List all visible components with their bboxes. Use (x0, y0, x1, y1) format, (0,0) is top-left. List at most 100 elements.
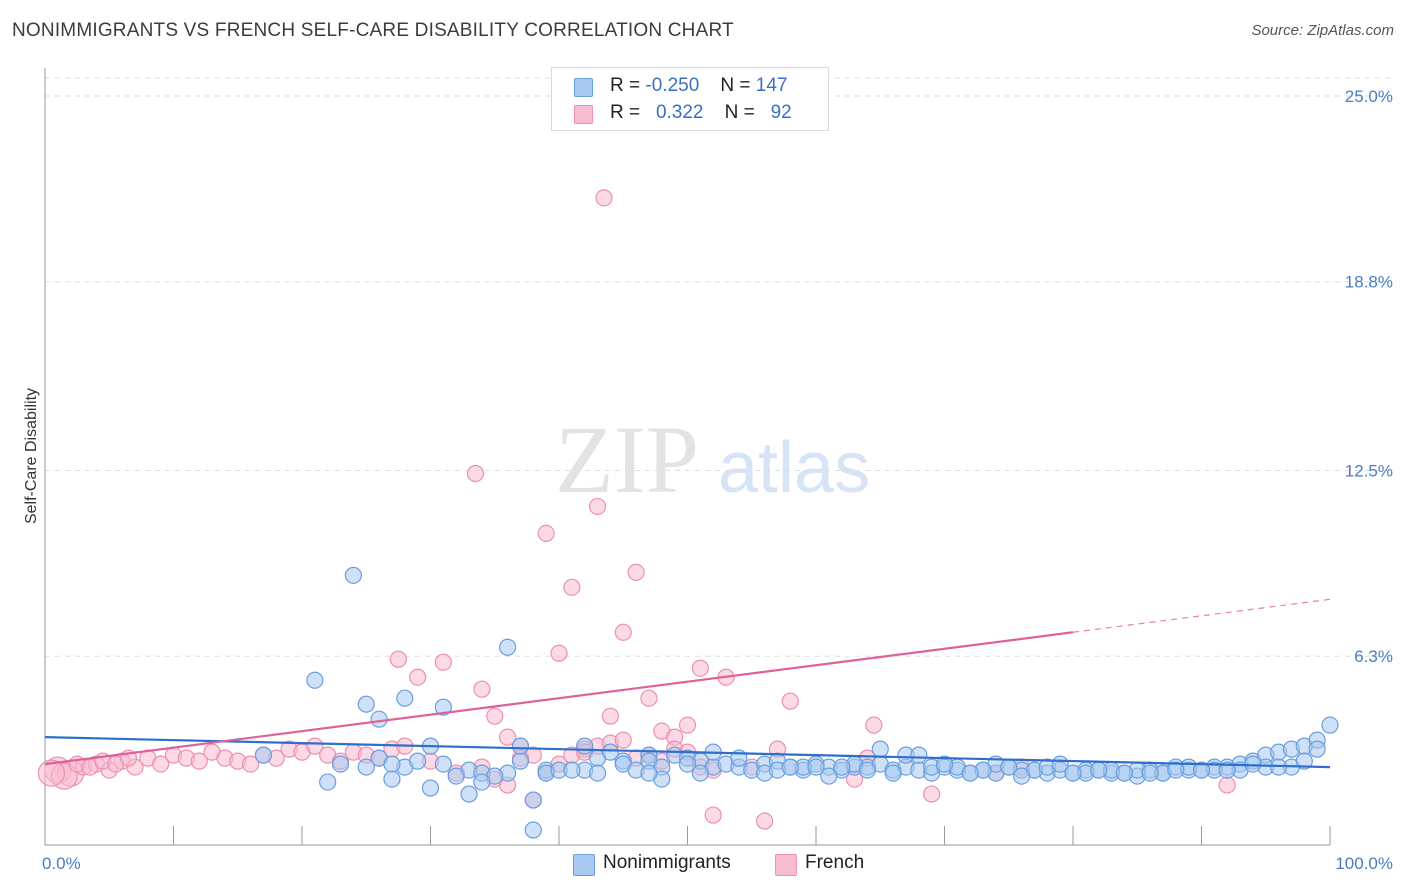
point-nonimmigrants (640, 764, 658, 782)
point-nonimmigrants (524, 821, 542, 839)
watermark: ZIP atlas (555, 406, 870, 513)
point-nonimmigrants (383, 770, 401, 788)
point-french (563, 578, 581, 596)
point-french (614, 731, 632, 749)
x-tick-labels: 0.0% 100.0% (42, 854, 1393, 873)
point-nonimmigrants (331, 755, 350, 773)
legend-swatch-nonimmigrants (574, 78, 593, 97)
y-tick-label: 12.5% (1345, 461, 1393, 480)
point-nonimmigrants (678, 755, 697, 773)
point-nonimmigrants (1295, 752, 1313, 770)
point-nonimmigrants (524, 791, 542, 809)
point-nonimmigrants (563, 761, 581, 779)
trend-line-nonimmigrants (44, 736, 1331, 769)
point-nonimmigrants (1167, 761, 1185, 779)
point-nonimmigrants (1192, 761, 1211, 779)
point-french (588, 497, 607, 516)
point-nonimmigrants (434, 698, 452, 716)
point-french (755, 812, 774, 830)
legend-bottom-swatch-nonimmigrants (573, 854, 595, 876)
trend-line-french (44, 631, 1074, 766)
point-french (781, 692, 799, 710)
point-nonimmigrants (460, 785, 478, 803)
point-french (640, 689, 658, 707)
axes (44, 68, 1331, 846)
point-french (865, 716, 883, 734)
point-nonimmigrants (588, 764, 607, 782)
point-nonimmigrants (511, 737, 530, 755)
point-french (152, 755, 170, 773)
point-nonimmigrants (396, 689, 414, 707)
point-nonimmigrants (1090, 761, 1108, 779)
point-nonimmigrants (1012, 767, 1031, 785)
y-axis-title: Self-Care Disability (23, 388, 40, 524)
x-tick-label: 100.0% (1335, 854, 1393, 873)
point-nonimmigrants (473, 773, 491, 791)
point-nonimmigrants (1064, 764, 1082, 782)
point-nonimmigrants (833, 758, 851, 776)
legend-bottom-swatch-french (775, 854, 797, 876)
watermark-zip: ZIP (555, 406, 699, 513)
y-tick-label: 6.3% (1354, 647, 1393, 666)
grid-lines (45, 77, 1392, 657)
point-french (601, 707, 620, 725)
series-nonimmigrants (254, 566, 1339, 839)
point-nonimmigrants (1051, 755, 1069, 773)
watermark-atlas: atlas (718, 428, 870, 508)
point-french (691, 659, 709, 677)
point-nonimmigrants (601, 743, 620, 761)
point-nonimmigrants (691, 764, 709, 782)
point-nonimmigrants (858, 761, 877, 779)
point-french (486, 707, 504, 725)
point-french (678, 716, 697, 734)
point-nonimmigrants (409, 752, 427, 770)
point-french (627, 563, 645, 581)
point-nonimmigrants (434, 755, 452, 773)
point-nonimmigrants (576, 737, 594, 755)
x-tick-label: 0.0% (42, 854, 81, 873)
point-nonimmigrants (306, 671, 324, 689)
point-nonimmigrants (1218, 761, 1236, 779)
point-french (550, 644, 568, 662)
point-french (242, 755, 260, 773)
trend-line-french-extension (1072, 598, 1331, 633)
chart-source: Source: ZipAtlas.com (1251, 22, 1394, 39)
legend-text-nonimmigrants: R = -0.250 N = 147 (610, 75, 788, 96)
y-tick-label: 18.8% (1345, 273, 1393, 292)
point-nonimmigrants (357, 695, 375, 713)
point-french (923, 785, 941, 803)
chart-title: NONIMMIGRANTS VS FRENCH SELF-CARE DISABI… (12, 20, 734, 41)
point-french (409, 668, 427, 686)
point-nonimmigrants (357, 758, 375, 776)
point-nonimmigrants (447, 767, 465, 785)
point-french (704, 806, 722, 824)
point-nonimmigrants (254, 746, 273, 764)
point-french (434, 653, 452, 671)
trend-lines (44, 598, 1331, 769)
point-nonimmigrants (1000, 758, 1018, 776)
point-french (614, 623, 632, 641)
point-nonimmigrants (935, 755, 954, 773)
point-nonimmigrants (319, 773, 337, 791)
point-french (389, 650, 407, 668)
point-french (466, 464, 485, 483)
point-nonimmigrants (807, 758, 825, 776)
point-french (595, 189, 613, 207)
point-nonimmigrants (344, 566, 362, 584)
point-nonimmigrants (961, 764, 979, 782)
point-french (1218, 776, 1236, 794)
point-french (306, 737, 324, 755)
y-tick-label: 25.0% (1345, 87, 1393, 106)
point-nonimmigrants (421, 779, 440, 797)
point-nonimmigrants (1141, 764, 1159, 782)
point-nonimmigrants (1321, 716, 1339, 734)
legend-bottom-label-french: French (805, 852, 865, 873)
point-french (473, 680, 491, 698)
point-nonimmigrants (370, 710, 388, 728)
point-french (37, 759, 66, 787)
point-nonimmigrants (781, 758, 799, 776)
point-nonimmigrants (383, 755, 401, 773)
point-nonimmigrants (871, 740, 889, 758)
point-nonimmigrants (820, 767, 838, 785)
